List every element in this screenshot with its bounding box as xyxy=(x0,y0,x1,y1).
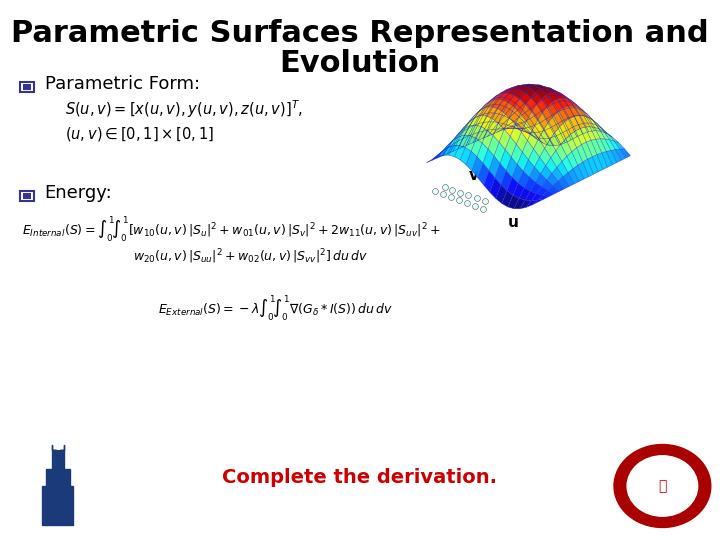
Circle shape xyxy=(627,456,698,516)
Text: Energy:: Energy: xyxy=(45,184,112,202)
Text: Evolution: Evolution xyxy=(279,49,441,78)
Text: UNIVERSITY: UNIVERSITY xyxy=(641,473,684,478)
Bar xyxy=(20,191,34,201)
Text: OF LOUISVILLE: OF LOUISVILLE xyxy=(639,481,685,486)
Text: $w_{20}(u,v)\,|S_{uu}|^2 + w_{02}(u,v)\,|S_{vv}|^2]\,du\,dv$: $w_{20}(u,v)\,|S_{uu}|^2 + w_{02}(u,v)\,… xyxy=(133,247,368,266)
Text: $E_{Internal}(S) = \int_0^1\!\int_0^1 [w_{10}(u,v)\,|S_u|^2 + w_{01}(u,v)\,|S_v|: $E_{Internal}(S) = \int_0^1\!\int_0^1 [w… xyxy=(22,214,440,244)
Text: 🐦: 🐦 xyxy=(658,479,667,493)
Text: Complete the derivation.: Complete the derivation. xyxy=(222,468,498,488)
Bar xyxy=(42,486,73,525)
Text: $E_{External}(S) = -\lambda\int_0^1\!\int_0^1 \nabla(G_\delta * I(S))\,du\,dv$: $E_{External}(S) = -\lambda\int_0^1\!\in… xyxy=(158,293,393,322)
Bar xyxy=(52,450,63,469)
Text: $(u, v) \in [0,1]\times[0,1]$: $(u, v) \in [0,1]\times[0,1]$ xyxy=(65,125,214,143)
Bar xyxy=(45,469,70,486)
Bar xyxy=(20,82,34,92)
Text: Parametric Form:: Parametric Form: xyxy=(45,75,199,93)
Bar xyxy=(23,84,31,90)
Text: Parametric Surfaces Representation and: Parametric Surfaces Representation and xyxy=(12,19,708,48)
Circle shape xyxy=(614,444,711,528)
Text: $S(u, v) = [x(u,v), y(u,v), z(u,v)]^T,$: $S(u, v) = [x(u,v), y(u,v), z(u,v)]^T,$ xyxy=(65,98,303,120)
Text: 1798: 1798 xyxy=(654,491,671,498)
Bar xyxy=(23,193,31,199)
